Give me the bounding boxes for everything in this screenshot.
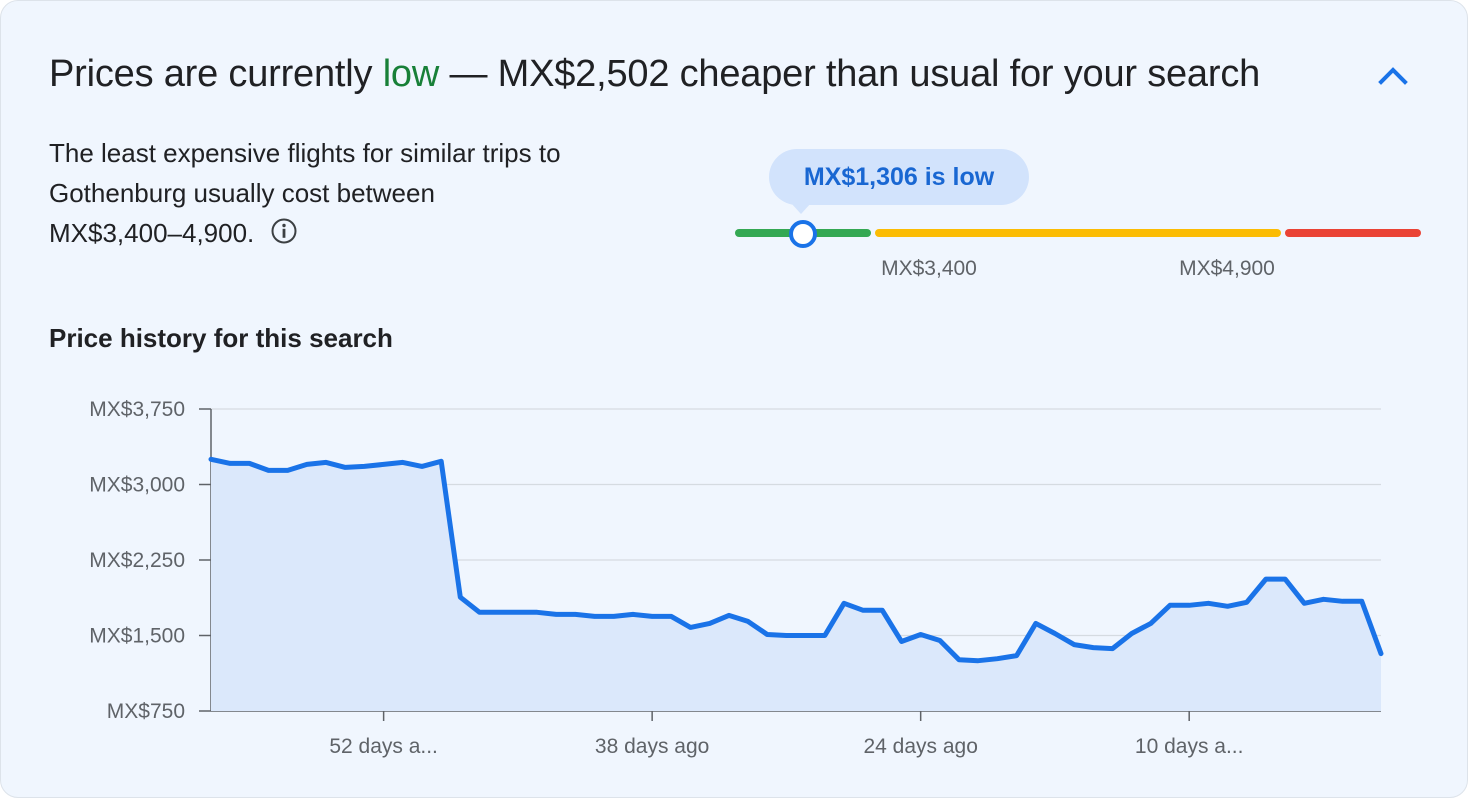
price-point (669, 614, 674, 619)
price-point (266, 468, 271, 473)
chevron-up-icon (1378, 67, 1408, 85)
range-high-label: MX$4,900 (1179, 257, 1275, 280)
price-point (1379, 651, 1384, 656)
price-point (726, 613, 731, 618)
price-point (611, 614, 616, 619)
price-point (765, 632, 770, 637)
headline-suffix: — MX$2,502 cheaper than usual for your s… (449, 53, 1261, 95)
price-point (343, 465, 348, 470)
price-point (496, 610, 501, 615)
price-point (688, 625, 693, 630)
x-tick-label: 10 days a... (1135, 735, 1244, 758)
price-point (784, 633, 789, 638)
price-history-line (208, 456, 1384, 664)
typical-price-description: The least expensive flights for similar … (49, 133, 569, 256)
price-point (976, 658, 981, 663)
price-point (1359, 599, 1364, 604)
info-icon[interactable] (270, 216, 298, 256)
price-point (400, 460, 405, 465)
price-point (324, 460, 329, 465)
price-point (995, 656, 1000, 661)
high-price-range-bar (1285, 229, 1421, 237)
price-point (1340, 599, 1345, 604)
price-point (1033, 621, 1038, 626)
price-point (362, 464, 367, 469)
price-point (1244, 600, 1249, 605)
price-point (1283, 577, 1288, 582)
price-point (592, 614, 597, 619)
price-point (1168, 603, 1173, 608)
price-point (957, 657, 962, 662)
price-point (573, 612, 578, 617)
y-tick-label: MX$3,750 (89, 398, 185, 421)
price-point (1110, 646, 1115, 651)
price-point (1091, 645, 1096, 650)
typical-price-text: The least expensive flights for similar … (49, 138, 561, 248)
price-point (1014, 653, 1019, 658)
price-point (1321, 597, 1326, 602)
price-point (535, 610, 540, 615)
price-point (1187, 603, 1192, 608)
y-tick-label: MX$2,250 (89, 549, 185, 572)
price-point (650, 614, 655, 619)
price-point (228, 461, 233, 466)
price-point (1302, 601, 1307, 606)
price-point (707, 621, 712, 626)
price-point (1225, 604, 1230, 609)
price-point (746, 619, 751, 624)
price-point (1263, 577, 1268, 582)
price-point (631, 612, 636, 617)
x-tick-label: 38 days ago (595, 735, 709, 758)
collapse-button[interactable] (1373, 57, 1413, 97)
typical-price-range-bar (875, 229, 1281, 237)
price-point (822, 633, 827, 638)
price-point (1072, 642, 1077, 647)
price-history-chart[interactable]: MX$3,750 MX$3,000 MX$2,250 MX$1,500 MX$750 52… (1, 381, 1468, 781)
y-tick-label: MX$1,500 (89, 625, 185, 648)
price-area-fill (211, 459, 1381, 711)
price-history-title: Price history for this search (49, 323, 393, 353)
price-point (515, 610, 520, 615)
price-point (880, 608, 885, 613)
price-level-headline: Prices are currently low — MX$2,502 chea… (49, 51, 1260, 97)
tooltip-pointer (791, 203, 811, 214)
price-point (1129, 631, 1134, 636)
price-point (439, 459, 444, 464)
price-level-indicator: low (382, 53, 440, 95)
price-point (458, 595, 463, 600)
x-tick-label: 24 days ago (863, 735, 977, 758)
current-price-tooltip: MX$1,306 is low (769, 149, 1029, 205)
price-point (842, 601, 847, 606)
price-point (803, 633, 808, 638)
price-point (304, 462, 309, 467)
price-point (420, 464, 425, 469)
price-point (918, 632, 923, 637)
price-point (1052, 631, 1057, 636)
price-point (899, 639, 904, 644)
y-tick-label: MX$3,000 (89, 474, 185, 497)
price-point (1148, 621, 1153, 626)
price-point (285, 468, 290, 473)
range-low-label: MX$3,400 (881, 257, 977, 280)
x-tick-label: 52 days a... (329, 735, 438, 758)
headline-prefix: Prices are currently (49, 53, 373, 95)
price-point (381, 462, 386, 467)
price-point (477, 610, 482, 615)
price-point (554, 612, 559, 617)
price-point (937, 638, 942, 643)
current-price-marker (789, 220, 817, 248)
price-point (209, 457, 214, 462)
y-tick-label: MX$750 (107, 700, 185, 723)
price-point (861, 608, 866, 613)
price-point (1206, 601, 1211, 606)
price-point (247, 461, 252, 466)
